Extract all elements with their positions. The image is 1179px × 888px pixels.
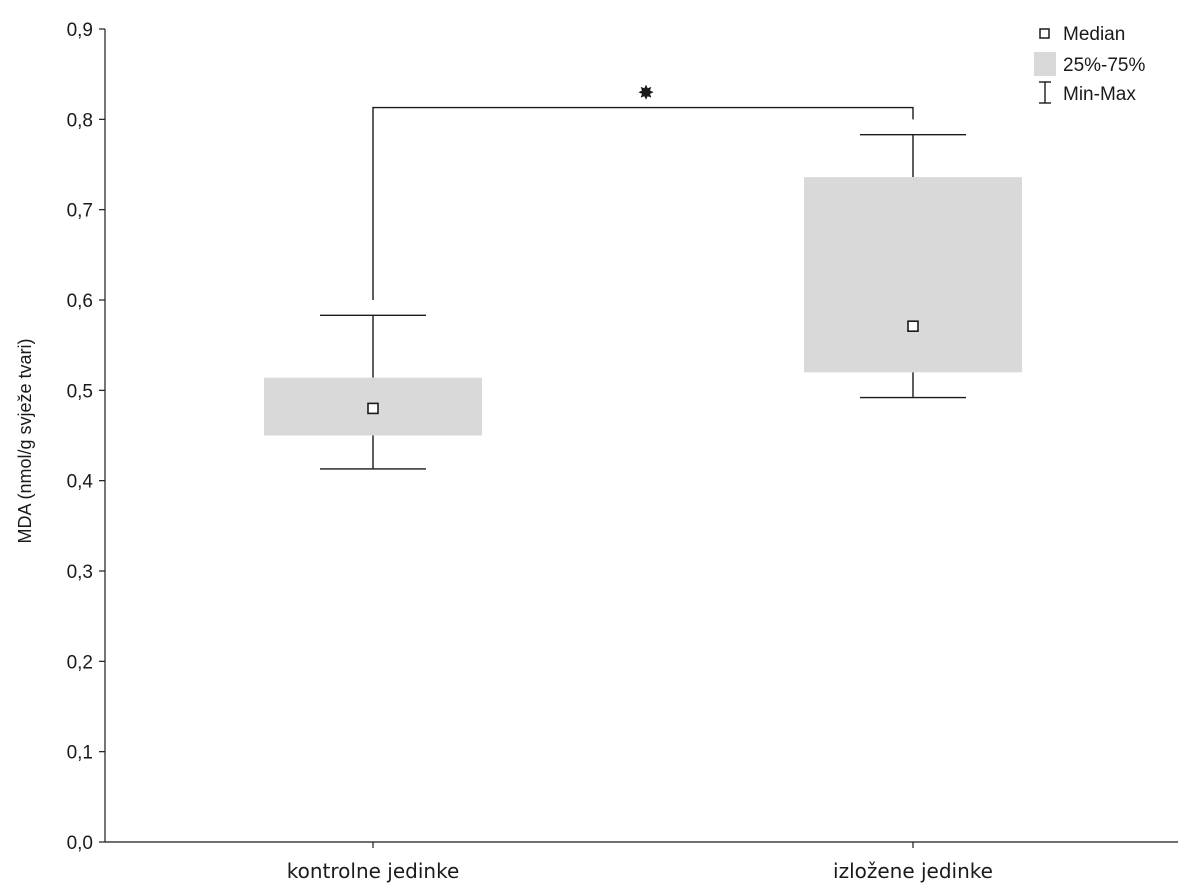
- legend-iqr-swatch: [1034, 52, 1056, 76]
- legend-iqr-label: 25%-75%: [1063, 55, 1145, 76]
- axes: [104, 29, 1178, 843]
- y-tick-label: 0,5: [67, 381, 93, 402]
- legend-median-label: Median: [1063, 24, 1125, 45]
- legend-minmax-label: Min-Max: [1063, 84, 1136, 105]
- y-tick-label: 0,8: [67, 110, 93, 131]
- legend: Median 25%-75% Min-Max: [1034, 24, 1145, 105]
- y-tick-label: 0,7: [67, 201, 93, 222]
- y-tick-label: 0,3: [67, 562, 93, 583]
- y-tick-label: 0,1: [67, 743, 93, 764]
- box-group: [804, 133, 1022, 848]
- median-marker: [907, 320, 919, 332]
- significance-star: ✸: [638, 81, 655, 105]
- x-category-label: izložene jedinke: [833, 859, 993, 883]
- y-tick-label: 0,9: [67, 20, 93, 41]
- median-marker: [367, 402, 379, 415]
- significance-bracket: [372, 106, 914, 300]
- y-tick-label: 0,2: [67, 652, 93, 673]
- y-tick-label: 0,6: [67, 291, 93, 312]
- legend-median-marker: [1039, 28, 1050, 39]
- legend-minmax-icon: [1039, 81, 1051, 104]
- y-tick-label: 0,4: [67, 472, 94, 493]
- y-axis-ticks: 0,0 0,1 0,2 0,3 0,4 0,5 0,6 0,7 0,8 0,9: [67, 20, 105, 854]
- iqr-box: [804, 177, 1022, 373]
- box-series: [264, 133, 1022, 848]
- x-axis-categories: kontrolne jedinke izložene jedinke: [287, 859, 993, 883]
- x-category-label: kontrolne jedinke: [287, 859, 460, 883]
- significance-annotation: ✸: [372, 81, 914, 300]
- y-axis-label: MDA (nmol/g svježe tvari): [15, 338, 35, 543]
- box-group: [264, 314, 482, 848]
- y-tick-label: 0,0: [67, 833, 93, 854]
